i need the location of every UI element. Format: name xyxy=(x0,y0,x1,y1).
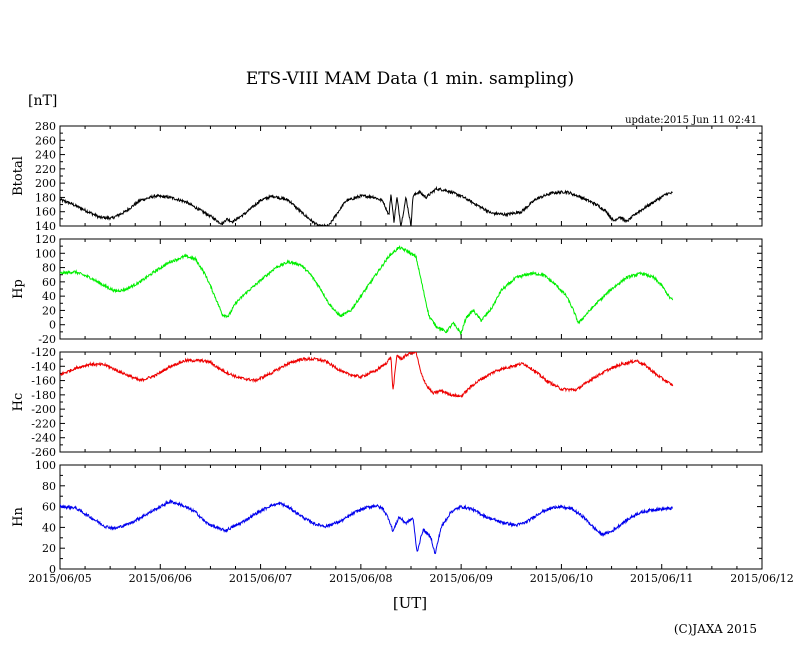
y-tick-label: 20 xyxy=(42,304,56,317)
y-tick-label: 160 xyxy=(35,206,56,219)
chart-title: ETS-VIII MAM Data (1 min. sampling) xyxy=(246,69,574,89)
y-tick-label: -200 xyxy=(31,403,56,416)
x-axis-label: [UT] xyxy=(393,594,427,612)
x-tick-label: 2015/06/08 xyxy=(329,572,392,585)
panel-frame xyxy=(59,125,763,227)
y-tick-label: 100 xyxy=(35,459,56,472)
x-tick-label: 2015/06/09 xyxy=(429,572,492,585)
x-tick-label: 2015/06/06 xyxy=(129,572,192,585)
y-tick-label: 40 xyxy=(42,290,56,303)
y-tick-label: 200 xyxy=(35,177,56,190)
y-tick-label: 120 xyxy=(35,233,56,246)
update-timestamp: update:2015 Jun 11 02:41 xyxy=(625,115,757,126)
y-tick-label: 80 xyxy=(42,262,56,275)
panels: 140160180200220240260280Btotal-200204060… xyxy=(11,120,763,576)
series-line-btotal xyxy=(60,185,673,226)
x-axis: 2015/06/05 2015/06/06 2015/06/07 2015/06/08… xyxy=(28,572,793,585)
y-tick-label: 60 xyxy=(42,276,56,289)
y-tick-label: 0 xyxy=(49,563,56,576)
y-tick-label: -120 xyxy=(31,346,56,359)
y-tick-label: 0 xyxy=(49,319,56,332)
y-axis-label-hp: Hp xyxy=(11,279,26,299)
y-tick-label: -260 xyxy=(31,446,56,459)
x-tick-label: 2015/06/12 xyxy=(730,572,793,585)
y-tick-label: 60 xyxy=(42,501,56,514)
panel-hn: 0 20 40 60 80 100 Hn xyxy=(11,459,763,576)
x-tick-label: 2015/06/07 xyxy=(229,572,292,585)
copyright-text: (C)JAXA 2015 xyxy=(674,622,757,636)
y-tick-label: -20 xyxy=(38,333,56,346)
panel-frame xyxy=(59,351,763,453)
y-axis-label-hc: Hc xyxy=(11,393,26,412)
series-line-hc xyxy=(60,352,674,398)
y-tick-label: -180 xyxy=(31,389,56,402)
y-tick-label: -240 xyxy=(31,432,56,445)
y-axis-label-btotal: Btotal xyxy=(11,156,26,196)
x-tick-label: 2015/06/05 xyxy=(28,572,91,585)
series-line-hn xyxy=(60,498,674,555)
unit-label: [nT] xyxy=(28,93,57,109)
y-tick-label: 260 xyxy=(35,134,56,147)
y-tick-label: 20 xyxy=(42,542,56,555)
x-tick-label: 2015/06/11 xyxy=(630,572,693,585)
y-axis-label-hn: Hn xyxy=(11,507,26,527)
panel-frame xyxy=(59,464,763,570)
y-tick-label: 180 xyxy=(35,191,56,204)
y-tick-label: 100 xyxy=(35,247,56,260)
y-tick-label: -160 xyxy=(31,375,56,388)
y-tick-label: 280 xyxy=(35,120,56,133)
y-tick-label: 140 xyxy=(35,220,56,233)
y-tick-label: -140 xyxy=(31,360,56,373)
y-tick-label: 80 xyxy=(42,480,56,493)
y-tick-label: -220 xyxy=(31,417,56,430)
series-line-hp xyxy=(60,245,674,336)
panel-hc: -260-240 -220-200-180-160 -140-120 Hc xyxy=(11,346,763,459)
y-tick-label: 240 xyxy=(35,149,56,162)
y-tick-label: 40 xyxy=(42,521,56,534)
x-tick-label: 2015/06/10 xyxy=(530,572,593,585)
y-tick-label: 220 xyxy=(35,163,56,176)
